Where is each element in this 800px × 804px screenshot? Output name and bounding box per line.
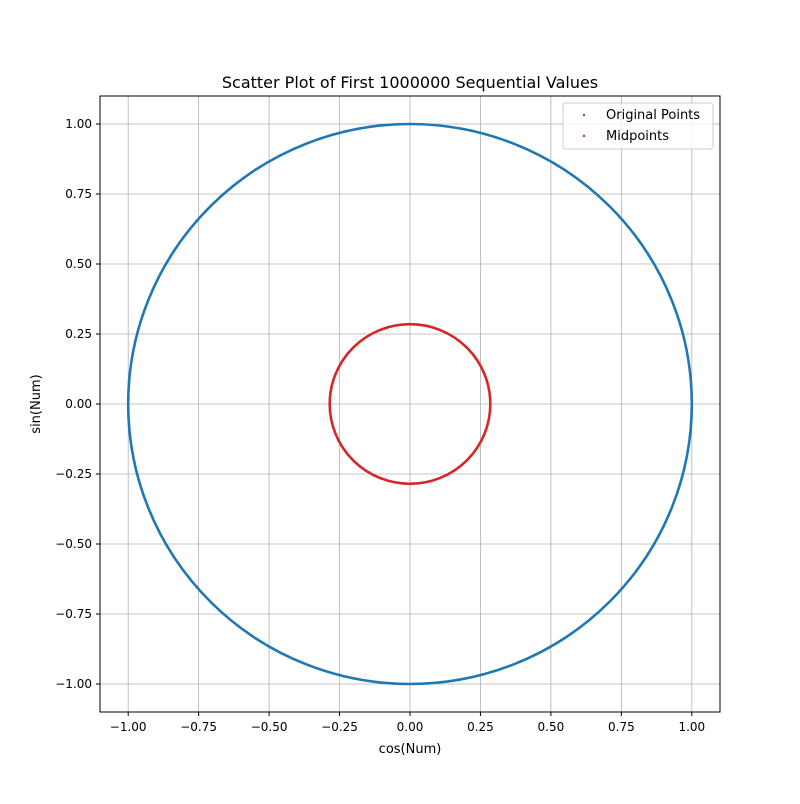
legend-box: [562, 102, 714, 150]
y-tick-label-3: −0.25: [55, 467, 92, 481]
y-tick-label-0: −1.00: [55, 677, 92, 691]
y-tick-label-6: 0.50: [65, 257, 92, 271]
y-tick-label-8: 1.00: [65, 117, 92, 131]
x-tick-label-0: −1.00: [110, 720, 147, 734]
y-axis-label: sin(Num): [29, 374, 44, 433]
legend-label-original-points: Original Points: [606, 108, 700, 123]
x-axis-label: cos(Num): [379, 742, 442, 757]
legend: Original Points Midpoints: [562, 102, 714, 150]
x-tick-label-5: 0.25: [467, 720, 494, 734]
x-tick-label-3: −0.25: [321, 720, 358, 734]
legend-label-midpoints: Midpoints: [606, 129, 669, 144]
y-tick-label-1: −0.75: [55, 607, 92, 621]
y-tick-label-5: 0.25: [65, 327, 92, 341]
x-tick-label-1: −0.75: [180, 720, 217, 734]
y-axis-ticks: −1.00 −0.75 −0.50 −0.25 0.00 0.25 0.50 0.75 1.00: [55, 117, 100, 691]
x-tick-label-2: −0.50: [251, 720, 288, 734]
chart-title: Scatter Plot of First 1000000 Sequential…: [222, 73, 598, 92]
legend-marker-original-points: [582, 113, 586, 117]
y-tick-label-4: 0.00: [65, 397, 92, 411]
legend-marker-midpoints: [582, 134, 586, 138]
series-original-points-ring: [126, 122, 694, 686]
x-tick-label-6: 0.50: [538, 720, 565, 734]
x-tick-label-4: 0.00: [397, 720, 424, 734]
series-midpoints-ring: [328, 322, 492, 486]
y-tick-label-7: 0.75: [65, 187, 92, 201]
x-tick-label-8: 1.00: [678, 720, 705, 734]
x-axis-ticks: −1.00 −0.75 −0.50 −0.25 0.00 0.25 0.50 0.75 1.00: [110, 712, 705, 734]
y-tick-label-2: −0.50: [55, 537, 92, 551]
x-tick-label-7: 0.75: [608, 720, 635, 734]
plot-series: [126, 122, 694, 686]
